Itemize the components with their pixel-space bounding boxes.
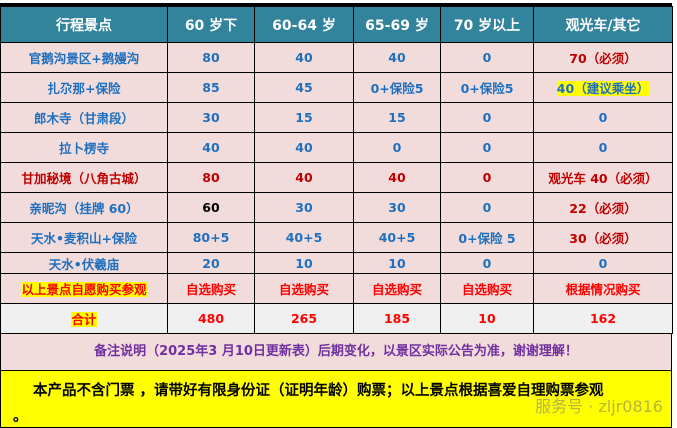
header-cell: 60-64 岁 xyxy=(254,6,354,43)
cell: 0+保险5 xyxy=(353,72,441,103)
cell: 0 xyxy=(533,102,673,133)
cell: 0 xyxy=(533,132,673,163)
cell: 自选购买 xyxy=(167,273,255,304)
cell: 30 xyxy=(254,192,354,223)
highlighted-text: 40（建议乘坐） xyxy=(556,81,650,96)
cell: 0 xyxy=(440,102,534,133)
table-row: 天水•伏羲庙 20 10 10 0 0 xyxy=(0,252,673,274)
cell: 480 xyxy=(167,303,255,334)
cell: 10 xyxy=(440,303,534,334)
cell: 观光车 40（必须） xyxy=(533,162,673,193)
cell: 185 xyxy=(353,303,441,334)
cell: 根据情况购买 xyxy=(533,273,673,304)
highlighted-text: 合计 xyxy=(71,312,97,327)
cell: 40 xyxy=(353,42,441,73)
notice-text: 本产品不含门票 ，请带好有限身份证（证明年龄）购票；以上景点根据喜爱自理购票参观 xyxy=(33,383,604,399)
row-name: 以上景点自愿购买参观 xyxy=(0,273,168,304)
cell: 30 xyxy=(353,192,441,223)
cell: 162 xyxy=(533,303,673,334)
cell: 40 xyxy=(254,162,354,193)
table-row: 亲昵沟（挂牌 60） 60 30 30 0 22（必须） xyxy=(0,192,673,223)
cell: 30（必须） xyxy=(533,222,673,253)
cell: 70（必须） xyxy=(533,42,673,73)
cell: 80+5 xyxy=(167,222,255,253)
notice-banner: 本产品不含门票 ，请带好有限身份证（证明年龄）购票；以上景点根据喜爱自理购票参观… xyxy=(0,370,672,428)
header-row: 行程景点 60 岁下 60-64 岁 65-69 岁 70 岁以上 观光车/其它 xyxy=(0,6,673,43)
cell: 40+5 xyxy=(254,222,354,253)
cell: 0 xyxy=(440,42,534,73)
row-name: 拉卜楞寺 xyxy=(0,132,168,163)
cell: 40（建议乘坐） xyxy=(533,72,673,103)
cell: 15 xyxy=(353,102,441,133)
notice-text-end: 。 xyxy=(13,409,28,425)
table-row: 甘加秘境（八角古城） 80 40 40 0 观光车 40（必须） xyxy=(0,162,673,193)
cell: 40+5 xyxy=(353,222,441,253)
header-cell: 60 岁下 xyxy=(167,6,255,43)
row-name: 扎尕那+保险 xyxy=(0,72,168,103)
cell: 0 xyxy=(440,132,534,163)
cell: 自选购买 xyxy=(353,273,441,304)
price-table-container: 行程景点 60 岁下 60-64 岁 65-69 岁 70 岁以上 观光车/其它… xyxy=(0,3,673,428)
cell: 自选购买 xyxy=(254,273,354,304)
cell: 40 xyxy=(254,42,354,73)
cell: 265 xyxy=(254,303,354,334)
highlighted-text: 以上景点自愿购买参观 xyxy=(21,282,147,297)
cell: 0 xyxy=(440,192,534,223)
table-row: 天水•麦积山+保险 80+5 40+5 40+5 0+保险 5 30（必须） xyxy=(0,222,673,253)
cell: 45 xyxy=(254,72,354,103)
cell: 40 xyxy=(167,132,255,163)
remark-note: 备注说明（2025年3 月10日更新表）后期变化，以景区实际公告为准，谢谢理解！ xyxy=(0,334,672,370)
cell: 0 xyxy=(440,252,534,274)
cell: 85 xyxy=(167,72,255,103)
cell: 80 xyxy=(167,42,255,73)
optional-row: 以上景点自愿购买参观 自选购买 自选购买 自选购买 自选购买 根据情况购买 xyxy=(0,273,673,304)
cell: 60 xyxy=(167,192,255,223)
cell: 15 xyxy=(254,102,354,133)
row-name: 合计 xyxy=(0,303,168,334)
table-row: 拉卜楞寺 40 40 0 0 0 xyxy=(0,132,673,163)
row-name: 天水•麦积山+保险 xyxy=(0,222,168,253)
header-cell: 观光车/其它 xyxy=(533,6,673,43)
row-name: 亲昵沟（挂牌 60） xyxy=(0,192,168,223)
cell: 10 xyxy=(254,252,354,274)
cell: 22（必须） xyxy=(533,192,673,223)
cell: 40 xyxy=(353,162,441,193)
price-table: 行程景点 60 岁下 60-64 岁 65-69 岁 70 岁以上 观光车/其它… xyxy=(0,6,673,334)
cell: 10 xyxy=(353,252,441,274)
cell: 0 xyxy=(353,132,441,163)
cell: 0 xyxy=(533,252,673,274)
cell: 20 xyxy=(167,252,255,274)
total-row: 合计 480 265 185 10 162 xyxy=(0,303,673,334)
header-cell: 65-69 岁 xyxy=(353,6,441,43)
table-row: 郎木寺（甘肃段） 30 15 15 0 0 xyxy=(0,102,673,133)
row-name: 甘加秘境（八角古城） xyxy=(0,162,168,193)
table-row: 扎尕那+保险 85 45 0+保险5 0+保险5 40（建议乘坐） xyxy=(0,72,673,103)
row-name: 官鹅沟景区+鹅嫚沟 xyxy=(0,42,168,73)
cell: 0 xyxy=(440,162,534,193)
watermark: 服务号 · zljr0816 xyxy=(535,397,663,416)
cell: 80 xyxy=(167,162,255,193)
row-name: 天水•伏羲庙 xyxy=(0,252,168,274)
cell: 30 xyxy=(167,102,255,133)
cell: 0+保险 5 xyxy=(440,222,534,253)
table-row: 官鹅沟景区+鹅嫚沟 80 40 40 0 70（必须） xyxy=(0,42,673,73)
header-cell: 70 岁以上 xyxy=(440,6,534,43)
header-cell: 行程景点 xyxy=(0,6,168,43)
cell: 自选购买 xyxy=(440,273,534,304)
row-name: 郎木寺（甘肃段） xyxy=(0,102,168,133)
cell: 0+保险5 xyxy=(440,72,534,103)
cell: 40 xyxy=(254,132,354,163)
